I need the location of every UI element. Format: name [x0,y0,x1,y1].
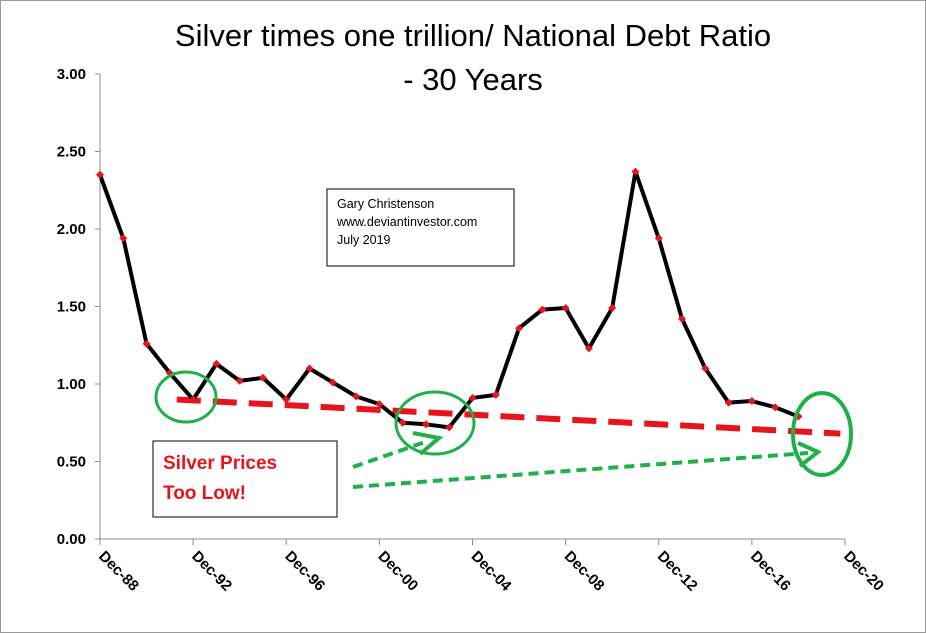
arrow-2-shaft [352,451,809,489]
data-point [491,390,500,399]
x-tick-label: Dec-08 [561,548,608,595]
silver-prices-callout: Silver Prices Too Low! [152,440,338,518]
arrow-1-head [412,431,444,456]
callout-line-1: Silver Prices [163,453,277,474]
data-point [189,395,198,404]
data-point [515,324,524,333]
data-point [631,167,640,176]
y-tick-label: 1.50 [57,299,86,316]
x-tick-label: Dec-20 [840,548,887,595]
data-point [724,398,733,407]
y-tick-label: 1.00 [57,376,86,393]
x-tick-label: Dec-16 [747,548,794,595]
data-point [142,339,151,348]
highlight-circle-2002 [394,390,476,456]
chart-subtitle: - 30 Years [403,62,543,97]
highlight-circle-1992 [154,370,218,424]
trend-line [176,396,841,437]
callout-line-2: Too Low! [163,483,246,504]
data-point [96,170,104,179]
arrow-1-shaft [352,439,429,469]
y-tick-label: 2.00 [57,221,86,238]
data-point [771,403,780,412]
data-point [375,400,384,409]
data-point [678,314,687,323]
author-credit-box: Gary Christenson www.deviantinvestor.com… [326,188,515,267]
x-tick-label: Dec-12 [654,548,701,595]
data-point [701,364,710,373]
data-point [305,364,314,373]
credit-line-3: July 2019 [337,233,391,247]
x-tick-label: Dec-96 [281,548,328,595]
arrow-2-head [797,441,822,468]
chart-title: Silver times one trillion/ National Debt… [175,18,771,53]
data-point [654,234,663,243]
data-point [584,344,593,353]
data-point [445,423,454,432]
data-point [538,305,547,314]
y-tick-label: 0.00 [57,531,86,548]
data-point [328,378,337,387]
data-point [235,376,244,385]
data-point [352,392,361,401]
credit-line-1: Gary Christenson [337,197,434,211]
credit-line-2: www.deviantinvestor.com [336,215,477,229]
x-tick-label: Dec-92 [188,548,235,595]
data-point [258,373,267,382]
highlight-circle-2019 [791,391,853,477]
data-point [608,304,617,313]
data-point [282,395,291,404]
x-tick-label: Dec-00 [375,548,422,595]
x-tick-label: Dec-88 [95,548,142,595]
data-point [747,397,756,406]
data-point [398,418,407,427]
data-point [468,393,477,402]
data-point [561,304,570,313]
data-point [119,234,128,243]
data-point [421,420,430,429]
x-tick-label: Dec-04 [468,548,515,595]
y-tick-label: 0.50 [57,454,86,471]
y-tick-label: 3.00 [57,66,86,83]
y-tick-label: 2.50 [57,144,86,161]
data-point [212,359,221,368]
